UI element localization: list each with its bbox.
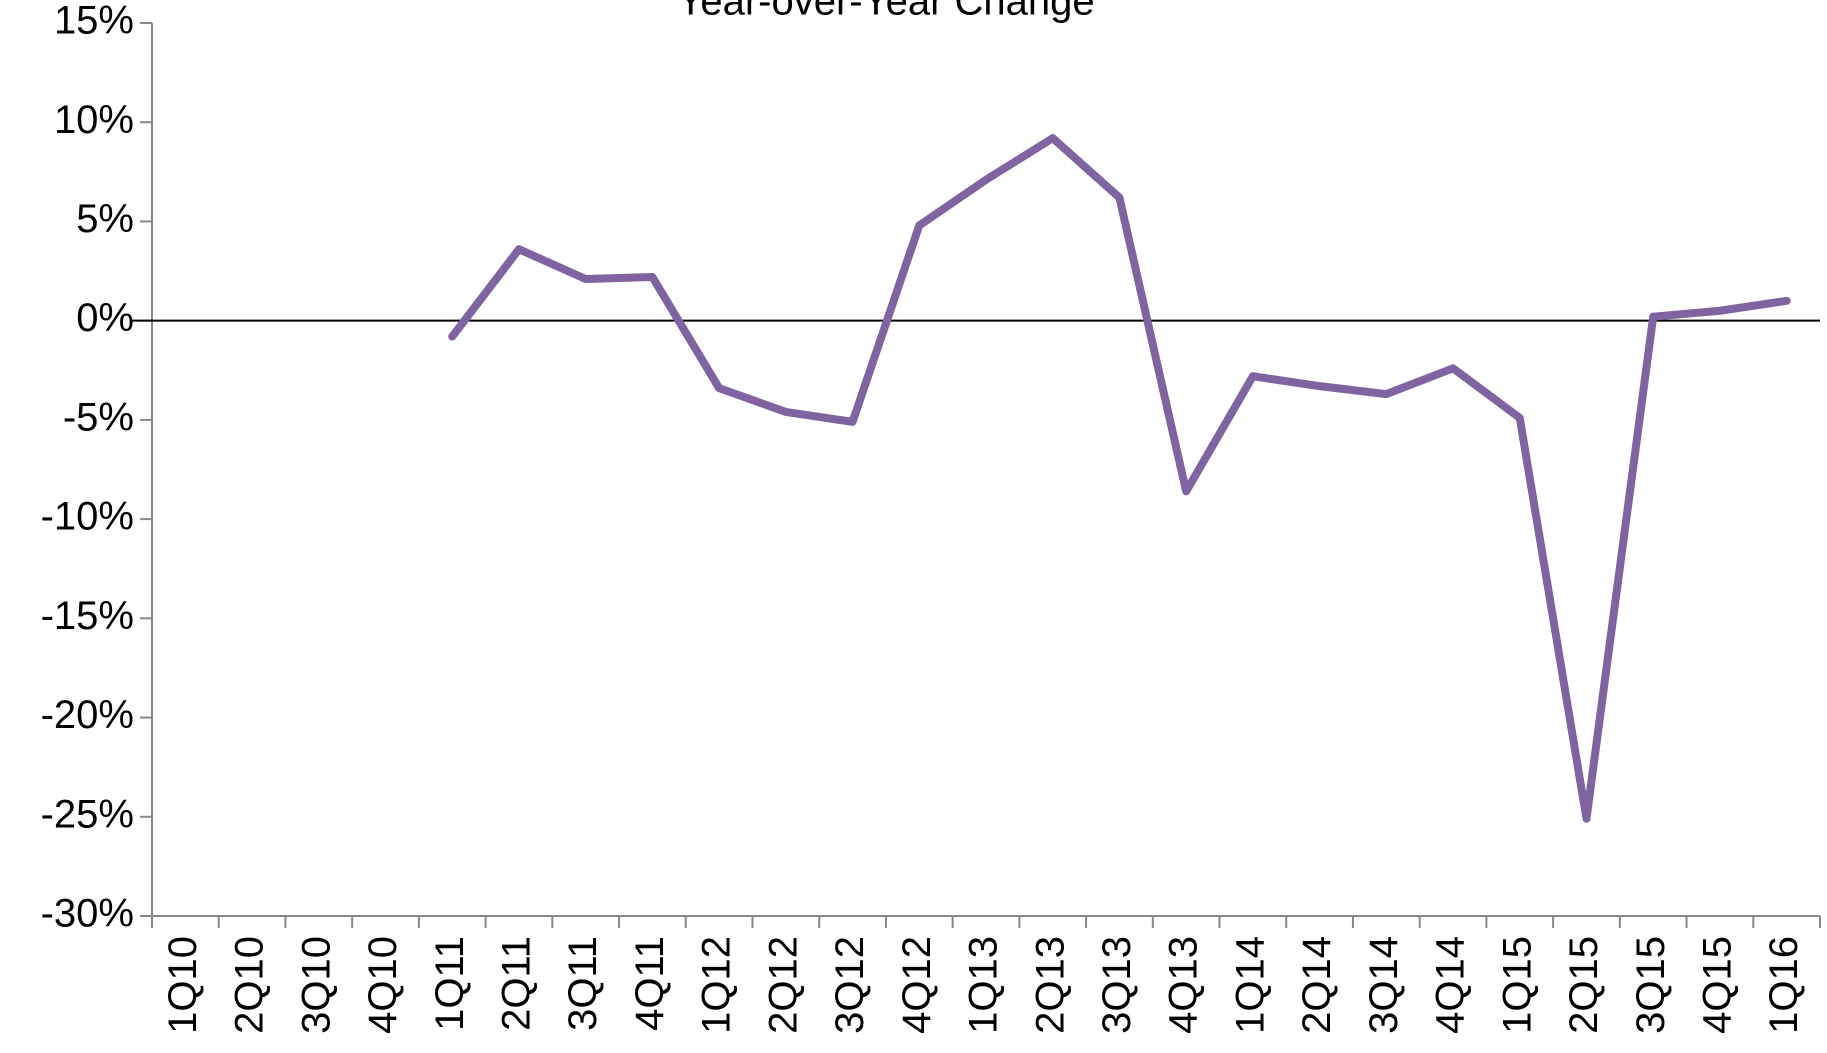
y-tick-label: -30% — [41, 892, 134, 936]
x-tick-label: 3Q14 — [1362, 936, 1406, 1034]
x-tick-label: 2Q12 — [761, 936, 805, 1034]
x-tick-label: 3Q15 — [1629, 936, 1673, 1034]
y-tick-label: 15% — [54, 0, 134, 43]
y-tick-label: -25% — [41, 792, 134, 836]
data-line — [448, 134, 1791, 823]
x-tick-label: 3Q12 — [828, 936, 872, 1034]
x-tick-label: 4Q15 — [1695, 936, 1739, 1034]
y-tick-label: -20% — [41, 693, 134, 737]
x-tick-label: 3Q11 — [561, 936, 605, 1031]
x-tick-label: 4Q11 — [628, 936, 672, 1031]
x-tick-label: 2Q10 — [228, 936, 272, 1034]
y-tick-label: 0% — [76, 296, 134, 340]
x-tick-label: 1Q11 — [428, 936, 472, 1031]
x-tick-label: 1Q15 — [1495, 936, 1539, 1034]
y-tick-label: 5% — [76, 197, 134, 241]
x-tick-label: 3Q13 — [1095, 936, 1139, 1034]
y-tick-label: -15% — [41, 594, 134, 638]
x-tick-label: 1Q14 — [1228, 936, 1272, 1034]
y-tick-label: -10% — [41, 495, 134, 539]
x-tick-label: 1Q12 — [695, 936, 739, 1034]
y-tick-label: 10% — [54, 98, 134, 142]
y-tick-label: -5% — [63, 395, 134, 439]
x-tick-label: 2Q14 — [1295, 936, 1339, 1034]
x-tick-label: 1Q13 — [962, 936, 1006, 1034]
x-tick-label: 2Q11 — [495, 936, 539, 1031]
x-tick-label: 4Q12 — [895, 936, 939, 1034]
x-tick-label: 4Q14 — [1429, 936, 1473, 1034]
x-tick-label: 1Q10 — [161, 936, 205, 1034]
x-tick-label: 2Q13 — [1028, 936, 1072, 1034]
x-tick-label: 4Q13 — [1162, 936, 1206, 1034]
chart-title: Year-over-Year Change — [677, 0, 1094, 24]
x-tick-label: 2Q15 — [1562, 936, 1606, 1034]
x-tick-label: 1Q16 — [1762, 936, 1806, 1034]
x-tick-label: 4Q10 — [361, 936, 405, 1034]
x-tick-label: 3Q10 — [294, 936, 338, 1034]
